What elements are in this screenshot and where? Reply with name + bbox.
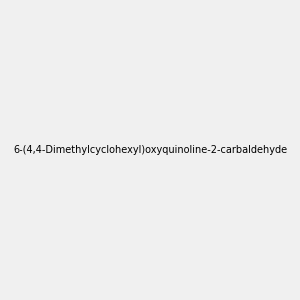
Text: 6-(4,4-Dimethylcyclohexyl)oxyquinoline-2-carbaldehyde: 6-(4,4-Dimethylcyclohexyl)oxyquinoline-2… xyxy=(13,145,287,155)
